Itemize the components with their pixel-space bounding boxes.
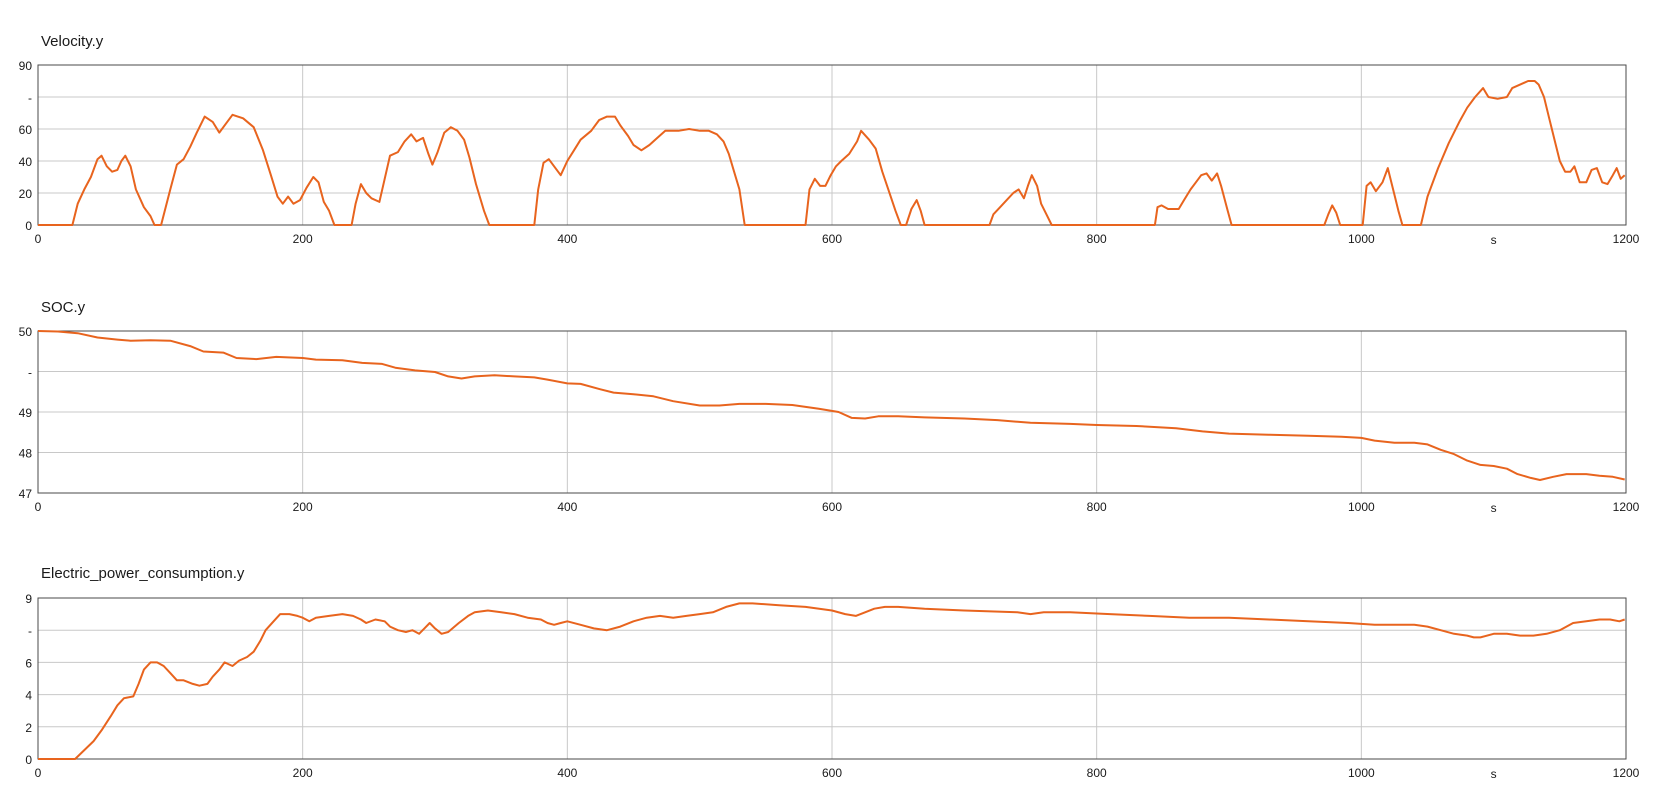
chart-3: Electric_power_consumption.y 0 2 4 6 - 9 0 200 40… [25,565,1639,781]
y-tick-label: 6 [25,656,32,670]
x-tick-label: 800 [1087,500,1107,514]
x-tick-label: 800 [1087,766,1107,780]
chart-title: Electric_power_consumption.y [41,565,245,582]
x-tick-label: 600 [822,232,842,246]
series-line [37,330,1625,481]
x-tick-label: 400 [557,766,577,780]
x-tick-label: 600 [822,766,842,780]
series-line [38,80,1626,226]
y-tick-label: 40 [19,155,33,169]
y-tick-label: 48 [19,447,33,461]
x-tick-label: 200 [293,500,313,514]
x-tick-label: 200 [293,766,313,780]
plot-frame [37,330,1627,494]
y-tick-label: - [28,624,32,638]
y-tick-label: 4 [25,689,32,703]
x-tick-label: 400 [557,500,577,514]
x-unit-label: s [1491,767,1497,781]
y-tick-label: 9 [25,592,32,606]
x-tick-label: 200 [293,232,313,246]
y-tick-label: 0 [25,753,32,767]
y-tick-label: 20 [19,187,33,201]
y-tick-labels: 47 48 49 - 50 [19,325,33,501]
x-tick-label: 1200 [1613,766,1640,780]
x-tick-label: 1000 [1348,766,1375,780]
y-tick-label: 50 [19,325,33,339]
x-tick-label: 800 [1087,232,1107,246]
x-tick-labels: 0 200 400 600 800 1000 1200 [35,500,1640,514]
chart-2: SOC.y 47 48 49 - 50 0 200 400 600 800 1000 1200 s [19,299,1640,515]
chart-1: Velocity.y 0 20 40 60 - 90 0 200 400 600 800 1000 120… [19,33,1640,247]
x-tick-labels: 0 200 400 600 800 1000 1200 [35,766,1640,780]
y-tick-label: - [28,91,32,105]
plot-frame [37,597,1627,760]
chart-title: SOC.y [41,299,86,316]
series-line [38,602,1626,760]
x-tick-labels: 0 200 400 600 800 1000 1200 [35,232,1640,246]
y-tick-label: 90 [19,59,33,73]
y-tick-label: 47 [19,487,33,501]
x-tick-label: 0 [35,766,42,780]
y-tick-labels: 0 2 4 6 - 9 [25,592,32,767]
x-tick-label: 1200 [1613,232,1640,246]
x-tick-label: 600 [822,500,842,514]
y-tick-label: 0 [25,219,32,233]
x-tick-label: 0 [35,500,42,514]
x-gridlines [302,598,1362,759]
y-tick-labels: 0 20 40 60 - 90 [19,59,33,233]
y-tick-label: 60 [19,123,33,137]
x-tick-label: 0 [35,232,42,246]
x-gridlines [302,65,1362,225]
x-tick-label: 1000 [1348,500,1375,514]
x-unit-label: s [1491,233,1497,247]
x-tick-label: 400 [557,232,577,246]
chart-title: Velocity.y [41,33,104,50]
x-unit-label: s [1491,501,1497,515]
x-tick-label: 1000 [1348,232,1375,246]
x-tick-label: 1200 [1613,500,1640,514]
y-tick-label: 2 [25,721,32,735]
plot-frame [37,64,1627,226]
y-tick-label: 49 [19,406,33,420]
y-tick-label: - [28,366,32,380]
